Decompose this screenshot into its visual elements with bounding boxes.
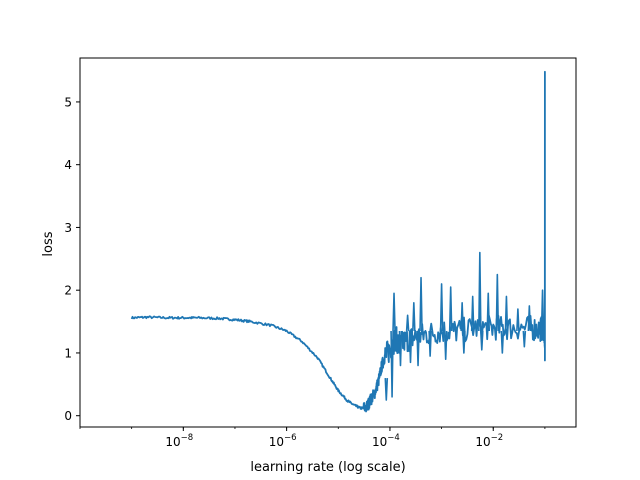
x-tick-label: 10−8 <box>165 433 193 449</box>
loss-spike <box>478 251 482 331</box>
y-axis-label: loss <box>41 231 56 256</box>
loss-spike <box>504 295 509 332</box>
loss-spike <box>470 295 475 332</box>
loss-spike <box>419 276 423 331</box>
y-tick-label: 4 <box>64 158 72 172</box>
loss-dip <box>479 330 484 351</box>
loss-dip <box>408 330 413 364</box>
loss-spike <box>486 292 491 332</box>
loss-spike <box>495 273 500 331</box>
x-tick-label: 10−2 <box>475 433 503 449</box>
x-tick-label: 10−6 <box>269 433 297 449</box>
loss-spike <box>439 283 444 331</box>
y-tick-label: 3 <box>64 221 72 235</box>
loss-spike <box>392 292 396 332</box>
loss-dip <box>462 330 466 354</box>
loss-dip <box>416 330 420 367</box>
loss-dip <box>428 330 432 357</box>
loss-dip <box>443 330 448 361</box>
axes-frame <box>79 57 577 428</box>
loss-spike <box>448 286 453 331</box>
x-axis-label: learning rate (log scale) <box>250 460 405 475</box>
loss-series-line <box>130 70 546 413</box>
loss-spike <box>460 301 464 332</box>
loss-spike <box>527 305 532 332</box>
loss-spike <box>516 308 520 332</box>
loss-spike <box>540 289 545 331</box>
y-tick-label: 5 <box>64 95 72 109</box>
plot-area <box>130 70 546 413</box>
loss-spike <box>412 301 416 332</box>
y-tick-label: 0 <box>64 409 72 423</box>
y-tick-label: 1 <box>64 346 72 360</box>
loss-spike <box>405 314 410 332</box>
loss-dip <box>522 330 527 348</box>
loss-dip <box>384 378 389 401</box>
loss-dip <box>390 330 394 398</box>
loss-dip <box>500 330 505 354</box>
x-tick-label: 10−4 <box>372 433 400 449</box>
loss-dip <box>398 330 403 367</box>
y-tick-label: 2 <box>64 284 72 298</box>
axes: 0 1 2 3 4 5 10−8 10−6 10−4 10−2 <box>64 57 577 449</box>
